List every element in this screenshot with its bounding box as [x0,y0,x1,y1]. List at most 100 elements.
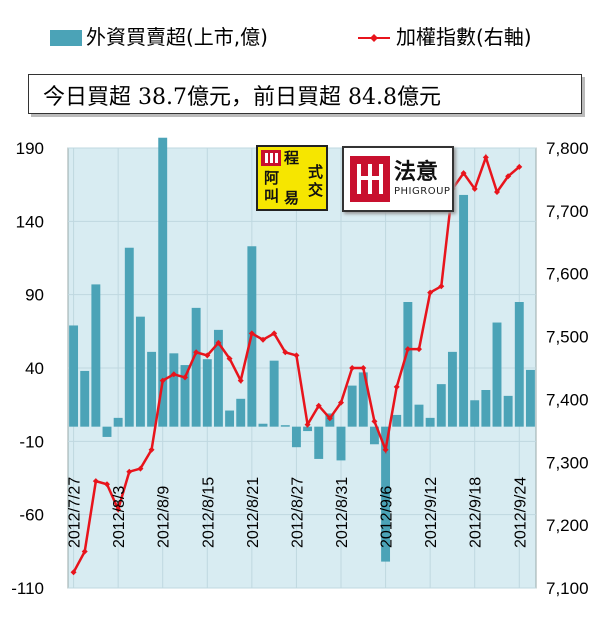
line-point [494,189,500,195]
line-point [137,465,144,472]
line-point [371,418,378,425]
bar [124,247,134,427]
x-tick-label: 2012/8/21 [245,477,262,548]
bar [447,351,457,427]
line-point [104,481,110,488]
bar [202,359,212,427]
bar [191,307,201,427]
bar [269,360,279,427]
x-tick-label: 2012/8/27 [289,477,306,548]
line-point [382,446,389,453]
bar [225,410,235,427]
line-point [148,446,155,453]
right-tick-label: 7,800 [546,139,589,158]
legend-bar-label: 外資買賣超(上市,億) [86,25,268,49]
left-tick-label: 90 [25,286,44,305]
line-point [315,402,322,409]
line-point [182,374,188,381]
bar [180,365,190,427]
x-tick-label: 2012/9/18 [468,477,485,548]
line-point [427,289,434,296]
bar [481,390,491,427]
line-point [393,383,400,390]
line-point [204,352,211,359]
bar [280,425,290,427]
bar [69,325,79,427]
line-point [248,330,255,337]
line-point [404,346,411,353]
bar [514,302,524,427]
phigroup-subtitle: PHIGROUP [394,186,451,197]
line-point [505,173,512,180]
line-point [92,478,99,485]
bar [158,137,168,427]
line-point [159,377,166,384]
line-point [271,330,278,337]
legend-line-marker [370,34,378,42]
bar [236,398,246,427]
line-point [482,154,489,161]
bar [414,404,424,427]
line-point [170,371,177,378]
bar [503,395,513,427]
right-tick-label: 7,300 [546,453,589,472]
line-point [304,421,311,428]
left-tick-label: -60 [19,506,44,525]
bar [336,426,346,461]
bar [102,426,112,437]
left-tick-label: 190 [16,139,44,158]
summary-banner: 今日買超 38.7億元，前日買超 84.8億元 [28,74,582,114]
bar [347,385,357,427]
line-point [326,415,333,422]
right-tick-label: 7,500 [546,328,589,347]
summary-banner-text: 今日買超 38.7億元，前日買超 84.8億元 [43,85,441,110]
right-tick-label: 7,700 [546,202,589,221]
right-tick-label: 7,600 [546,265,589,284]
bar [369,426,379,445]
bar [314,426,324,459]
x-tick-label: 2012/8/3 [111,486,128,548]
bar [392,414,402,427]
line-point [193,349,200,356]
left-axis: 190 140 90 40 -10 -60 -110 [11,139,44,598]
line-point [460,170,467,177]
left-tick-label: -10 [19,432,44,451]
right-tick-label: 7,400 [546,390,589,409]
bar [403,302,413,427]
legend-bar-swatch [50,30,82,46]
right-axis: 7,800 7,700 7,600 7,500 7,400 7,300 7,200 7,100 [546,139,589,598]
x-tick-label: 2012/7/27 [67,477,84,548]
line-point [438,283,445,290]
x-tick-label: 2012/8/9 [156,486,173,548]
left-tick-label: 140 [16,212,44,231]
line-point [293,352,300,359]
legend: 外資買賣超(上市,億) 加權指數(右軸) [50,25,532,49]
bar [492,322,502,427]
bar [213,329,223,427]
line-point [282,349,289,356]
legend-line-label: 加權指數(右軸) [396,25,532,49]
line-point [260,336,266,343]
line-point [360,365,367,371]
logo-mark-icon [261,150,281,166]
phigroup-mark-icon [350,156,390,202]
bar [135,316,145,427]
logo-char: 程 [284,149,300,167]
line-point [126,468,133,475]
bar [113,417,123,427]
logo-char: 易 [284,189,300,207]
line-point [215,339,222,346]
x-tick-label: 2012/8/31 [334,477,351,548]
left-tick-label: -110 [11,579,44,598]
phigroup-name: 法意 [394,160,439,185]
phigroup-logo: 法意 PHIGROUP [342,146,454,212]
line-point [115,506,122,513]
bar [436,384,446,427]
line-point [416,346,422,353]
x-axis: 2012/7/27 2012/8/3 2012/8/9 2012/8/15 2012/8… [67,477,530,548]
line-point [70,569,77,576]
bar [470,400,480,427]
line-point [237,377,244,384]
bar [358,372,368,427]
